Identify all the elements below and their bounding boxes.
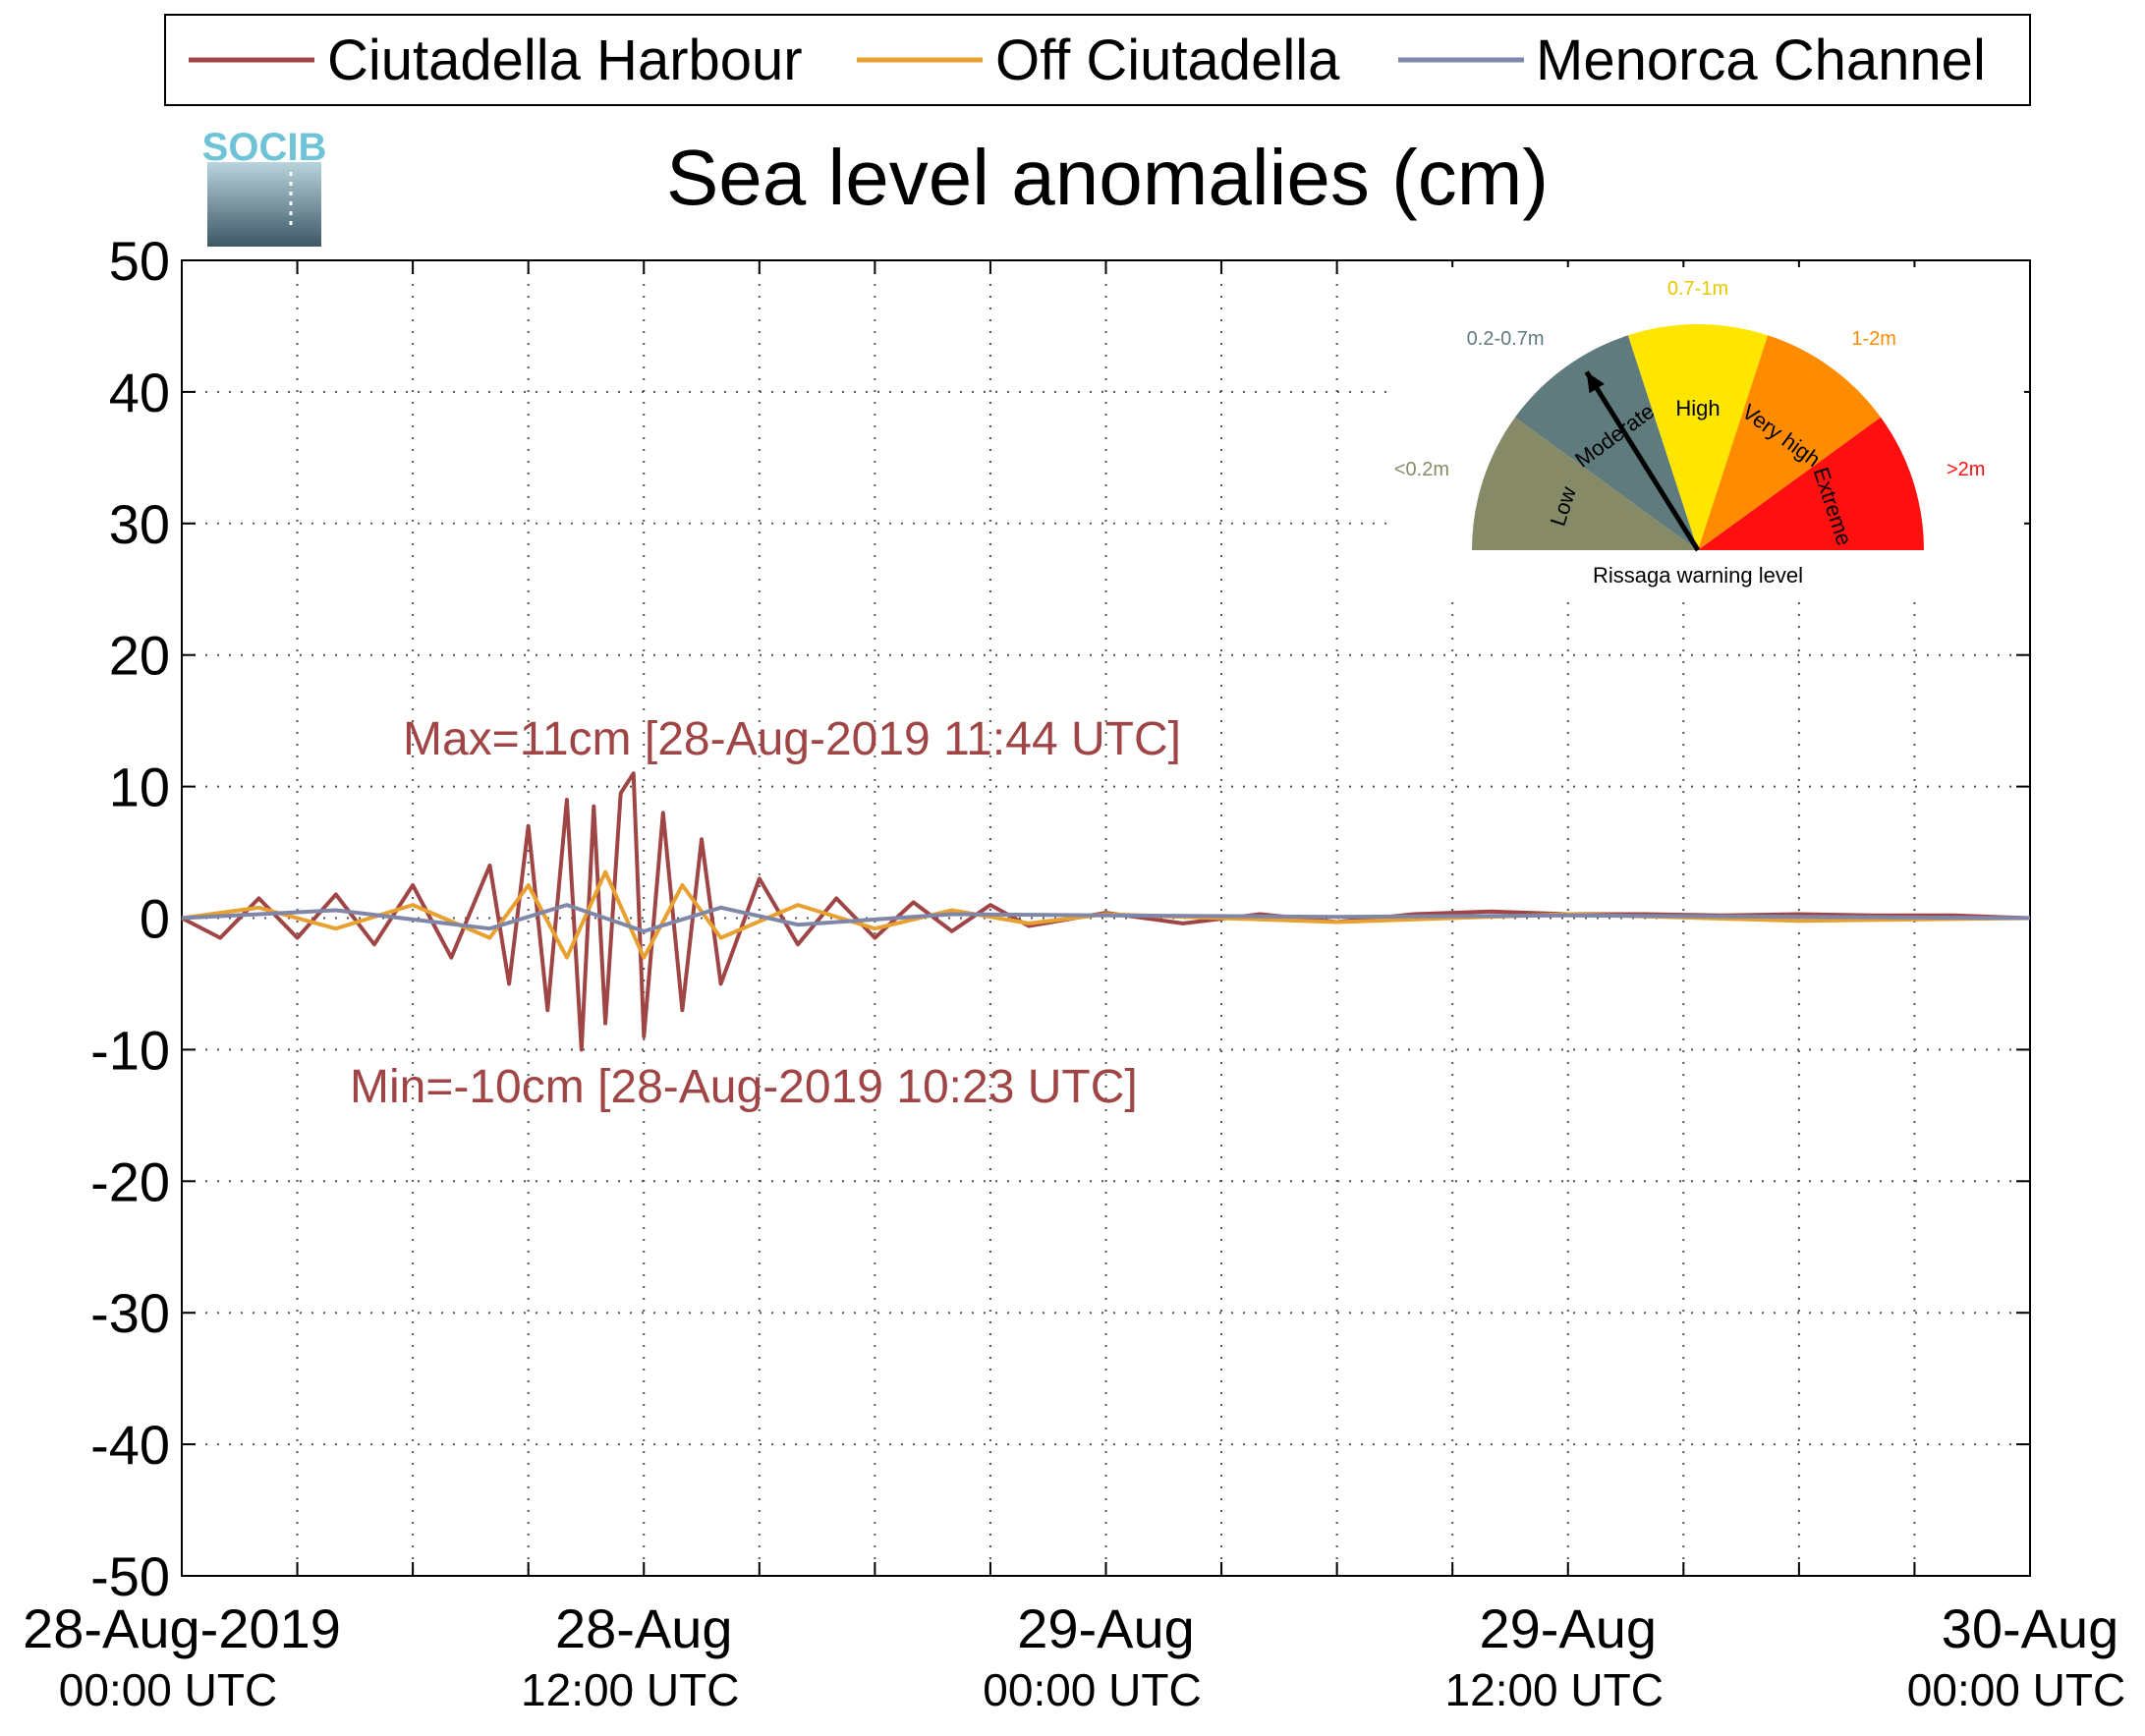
legend-box bbox=[164, 14, 2031, 106]
x-tick-label-time: 00:00 UTC bbox=[983, 1664, 1201, 1715]
legend-label-ciutadella-harbour: Ciutadella Harbour bbox=[327, 28, 803, 92]
series-lines bbox=[181, 771, 2031, 1052]
x-tick-label-time: 12:00 UTC bbox=[1445, 1664, 1664, 1715]
socib-logo: SOCIB bbox=[202, 126, 327, 247]
gauge-segment-extreme bbox=[1698, 417, 1924, 550]
gauge-range-label: <0.2m bbox=[1394, 459, 1449, 480]
legend: Ciutadella Harbour Off Ciutadella Menorc… bbox=[164, 14, 2031, 106]
gauge-range-label: 0.7-1m bbox=[1667, 278, 1728, 300]
y-tick-label: 20 bbox=[109, 625, 170, 687]
x-tick-label-date: 28-Aug bbox=[555, 1597, 733, 1659]
y-tick-label: -30 bbox=[90, 1282, 170, 1344]
legend-label-menorca-channel: Menorca Channel bbox=[1536, 28, 1986, 92]
socib-logo-text: SOCIB bbox=[202, 126, 327, 169]
gauge-title: Rissaga warning level bbox=[1593, 563, 1803, 588]
x-tick-label-time: 00:00 UTC bbox=[1907, 1664, 2125, 1715]
y-tick-label: -10 bbox=[90, 1019, 170, 1081]
y-tick-label: 10 bbox=[109, 756, 170, 818]
y-tick-label: 50 bbox=[109, 230, 170, 292]
gauge-range-label: 1-2m bbox=[1851, 328, 1896, 350]
y-tick-label: -40 bbox=[90, 1414, 170, 1476]
y-tick-label: 40 bbox=[109, 362, 170, 423]
grid bbox=[182, 260, 2030, 1576]
x-tick-label-time: 00:00 UTC bbox=[59, 1664, 277, 1715]
y-tick-label: -20 bbox=[90, 1150, 170, 1212]
gauge-needle-head bbox=[1586, 371, 1605, 394]
gauge-range-label: 0.2-0.7m bbox=[1467, 328, 1545, 350]
x-tick-label-date: 29-Aug bbox=[1479, 1597, 1657, 1659]
gauge-needle bbox=[1584, 370, 1701, 552]
x-tick-label-date: 29-Aug bbox=[1017, 1597, 1195, 1659]
x-tick-label-date: 28-Aug-2019 bbox=[23, 1597, 341, 1659]
gauge-segment-moderate bbox=[1514, 335, 1698, 550]
legend-label-off-ciutadella: Off Ciutadella bbox=[995, 28, 1340, 92]
x-tick-label-date: 30-Aug bbox=[1942, 1597, 2119, 1659]
gauge-segment-label: High bbox=[1675, 396, 1720, 420]
y-tick-label: 0 bbox=[140, 888, 170, 950]
y-tick-label: 30 bbox=[109, 493, 170, 555]
gauge-range-label: >2m bbox=[1947, 459, 1985, 480]
x-tick-label-time: 12:00 UTC bbox=[521, 1664, 739, 1715]
chart-title: Sea level anomalies (cm) bbox=[666, 134, 1549, 221]
max-annotation: Max=11cm [28-Aug-2019 11:44 UTC] bbox=[403, 713, 1181, 765]
gauge-segment-low bbox=[1472, 417, 1698, 550]
y-axis-ticks: 50 40 30 20 10 0 -10 -20 -30 -40 -50 bbox=[90, 230, 2030, 1607]
min-annotation: Min=-10cm [28-Aug-2019 10:23 UTC] bbox=[350, 1061, 1138, 1113]
gauge-segment-high bbox=[1627, 324, 1769, 550]
y-tick-label: -50 bbox=[90, 1545, 170, 1607]
gauge-segment-very-high bbox=[1698, 335, 1882, 550]
socib-logo-block bbox=[207, 162, 321, 247]
series-line-menorca-channel bbox=[181, 903, 2031, 933]
